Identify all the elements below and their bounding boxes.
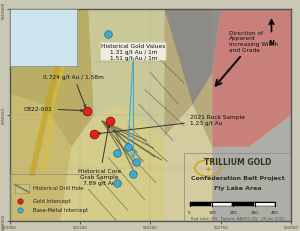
Point — [107, 120, 112, 124]
Point — [106, 33, 110, 37]
Point — [134, 160, 139, 164]
Polygon shape — [164, 10, 212, 147]
Point — [131, 173, 136, 176]
Text: N: N — [268, 40, 274, 46]
Point — [85, 109, 89, 113]
Text: 2021 Rock Sample
1.23 g/t Au: 2021 Rock Sample 1.23 g/t Au — [98, 114, 245, 135]
Text: Historical Core
Grab Sample
7.89 g/t Au: Historical Core Grab Sample 7.89 g/t Au — [78, 126, 121, 185]
Bar — [10, 10, 77, 67]
Text: 0.724 g/t Au / 1.58m: 0.724 g/t Au / 1.58m — [43, 75, 104, 108]
Point — [125, 145, 130, 149]
Text: Direction of
Apparent
Increasing Width
and Grade: Direction of Apparent Increasing Width a… — [216, 30, 278, 86]
Polygon shape — [10, 10, 94, 147]
Point — [92, 133, 96, 136]
Polygon shape — [164, 105, 212, 221]
Point — [114, 152, 119, 155]
Point — [114, 181, 119, 185]
Polygon shape — [212, 116, 291, 221]
Text: Historical Gold Values
1.31 g/t Au / 1m
1.51 g/t Au / 1m: Historical Gold Values 1.31 g/t Au / 1m … — [101, 44, 166, 145]
Polygon shape — [212, 10, 291, 147]
Polygon shape — [88, 10, 164, 137]
Polygon shape — [60, 105, 164, 221]
Polygon shape — [164, 10, 221, 105]
Polygon shape — [10, 94, 71, 221]
Text: CB22-001: CB22-001 — [24, 107, 83, 112]
